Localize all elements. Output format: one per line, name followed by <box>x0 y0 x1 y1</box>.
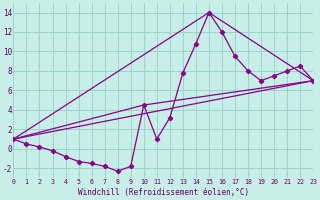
X-axis label: Windchill (Refroidissement éolien,°C): Windchill (Refroidissement éolien,°C) <box>78 188 249 197</box>
